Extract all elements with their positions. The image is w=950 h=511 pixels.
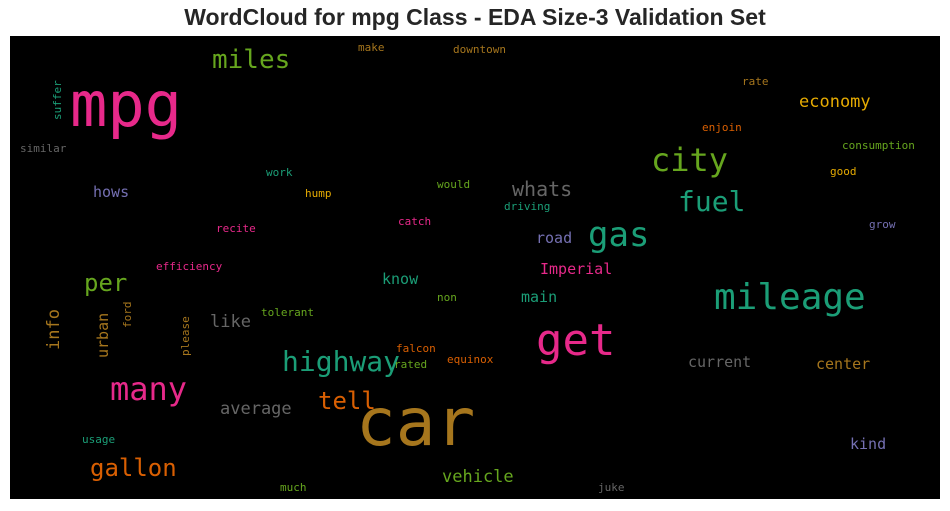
word-much: much (280, 481, 307, 494)
word-fuel: fuel (678, 185, 746, 218)
word-suffer: suffer (51, 80, 64, 120)
word-usage: usage (82, 433, 116, 446)
word-road: road (536, 229, 573, 247)
word-grow: grow (869, 218, 896, 231)
word-gallon: gallon (90, 454, 177, 482)
word-equinox: equinox (447, 353, 494, 366)
word-rate: rate (742, 75, 769, 88)
word-good: good (830, 165, 857, 178)
chart-title: WordCloud for mpg Class - EDA Size-3 Val… (184, 4, 766, 30)
word-mileage: mileage (714, 277, 866, 318)
word-catch: catch (398, 215, 432, 228)
word-similar: similar (20, 142, 67, 155)
word-driving: driving (504, 200, 551, 213)
word-miles: miles (212, 45, 291, 75)
word-falcon: falcon (396, 342, 436, 355)
word-hows: hows (93, 183, 130, 201)
word-rated: rated (394, 358, 428, 371)
word-per: per (84, 269, 128, 297)
word-gas: gas (588, 215, 650, 255)
word-mpg: mpg (70, 68, 182, 141)
wordcloud-canvas: car mpg get mileage gas city fuel many highway mi… (10, 36, 940, 499)
word-consumption: consumption (842, 139, 915, 152)
word-car: car (356, 384, 476, 461)
word-imperial: Imperial (540, 260, 613, 278)
word-center: center (816, 355, 871, 373)
word-enjoin: enjoin (702, 121, 742, 134)
word-juke: juke (598, 481, 625, 494)
word-average: average (220, 399, 292, 419)
word-economy: economy (799, 92, 871, 112)
word-whats: whats (512, 177, 573, 201)
word-tolerant: tolerant (261, 306, 314, 319)
word-many: many (110, 370, 188, 408)
word-urban: urban (94, 312, 112, 358)
word-non: non (437, 291, 457, 304)
word-ford: ford (121, 301, 134, 329)
word-make: make (358, 41, 385, 54)
word-main: main (521, 288, 558, 306)
word-kind: kind (850, 435, 887, 453)
word-current: current (688, 353, 752, 371)
word-hump: hump (305, 187, 332, 200)
word-info: info (44, 309, 64, 350)
word-efficiency: efficiency (156, 260, 223, 273)
word-would: would (437, 178, 471, 191)
word-downtown: downtown (453, 43, 506, 56)
word-please: please (179, 316, 192, 356)
word-like: like (210, 312, 251, 332)
word-city: city (651, 141, 729, 179)
word-work: work (266, 166, 293, 179)
word-tell: tell (318, 387, 376, 415)
word-know: know (382, 270, 419, 288)
word-vehicle: vehicle (442, 467, 514, 487)
word-recite: recite (216, 222, 256, 235)
word-highway: highway (282, 345, 401, 378)
word-get: get (536, 315, 616, 366)
